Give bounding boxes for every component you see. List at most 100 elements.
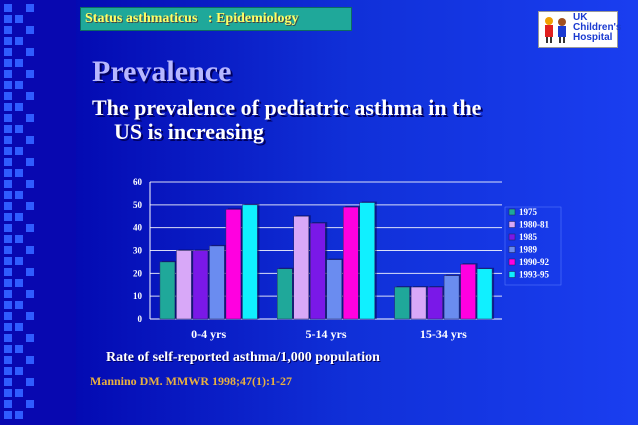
bar <box>192 250 209 320</box>
legend-swatch <box>508 271 516 278</box>
decor-square <box>26 26 34 34</box>
decor-square <box>26 114 34 122</box>
decor-square <box>4 136 12 144</box>
decor-square <box>15 411 23 419</box>
section-header: Status asthmaticus : Epidemiology <box>80 7 352 31</box>
bar <box>476 268 493 320</box>
y-tick-label: 0 <box>138 314 143 324</box>
slide-title: Prevalence <box>92 55 232 88</box>
decor-square <box>4 246 12 254</box>
decor-square <box>4 290 12 298</box>
decor-square <box>15 81 23 89</box>
legend-label: 1975 <box>519 207 538 217</box>
x-tick-label: 0-4 yrs <box>191 327 226 341</box>
decor-square <box>4 70 12 78</box>
decor-square <box>15 213 23 221</box>
subtitle-line-2: US is increasing <box>114 119 264 144</box>
decor-square <box>4 191 12 199</box>
decor-square <box>15 15 23 23</box>
decor-square <box>4 345 12 353</box>
decor-square <box>4 400 12 408</box>
decor-square <box>4 125 12 133</box>
legend-swatch <box>508 233 516 241</box>
decor-square <box>15 103 23 111</box>
decor-square <box>26 4 34 12</box>
bar <box>159 261 176 320</box>
subtitle-line-1: The prevalence of pediatric asthma in th… <box>92 95 482 120</box>
y-tick-label: 40 <box>133 223 143 233</box>
decor-square <box>26 290 34 298</box>
decor-square <box>4 92 12 100</box>
decor-square <box>4 103 12 111</box>
decor-square <box>4 4 12 12</box>
decor-square <box>15 279 23 287</box>
hospital-logo: UK Children's Hospital <box>538 11 622 48</box>
chart-caption: Rate of self-reported asthma/1,000 popul… <box>106 350 380 365</box>
y-tick-label: 50 <box>133 200 143 210</box>
decor-square <box>4 15 12 23</box>
legend-label: 1993-95 <box>519 270 549 280</box>
decor-square <box>26 202 34 210</box>
decor-square <box>15 191 23 199</box>
legend-box <box>504 206 562 286</box>
bar <box>310 222 326 320</box>
decor-square <box>4 48 12 56</box>
decor-square <box>26 356 34 364</box>
decor-square <box>4 367 12 375</box>
decor-square <box>4 180 12 188</box>
y-tick-label: 30 <box>133 246 143 256</box>
decor-square <box>26 158 34 166</box>
decor-square <box>4 268 12 276</box>
decor-square <box>4 235 12 243</box>
logo-line-3: Hospital <box>573 32 613 43</box>
decor-square <box>15 367 23 375</box>
decor-square <box>4 301 12 309</box>
bar <box>209 245 225 320</box>
decor-square <box>4 334 12 342</box>
bar <box>277 268 293 320</box>
decor-square <box>15 345 23 353</box>
logo-text: UK Children's Hospital <box>573 13 622 43</box>
decor-square <box>15 147 23 155</box>
decor-square <box>15 257 23 265</box>
decor-square <box>26 400 34 408</box>
decor-square <box>4 81 12 89</box>
bar <box>427 286 443 320</box>
legend-swatch <box>508 258 516 266</box>
legend-label: 1985 <box>519 232 538 242</box>
logo-line-1: UK <box>573 12 588 23</box>
decor-square <box>26 312 34 320</box>
decor-square <box>15 37 23 45</box>
bar <box>176 250 192 320</box>
decor-square <box>15 301 23 309</box>
slide-subtitle: The prevalence of pediatric asthma in th… <box>92 96 562 144</box>
legend-swatch <box>508 221 516 228</box>
legend-label: 1989 <box>519 245 538 255</box>
decor-square <box>15 125 23 133</box>
side-decoration <box>0 0 76 425</box>
decor-square <box>4 59 12 67</box>
x-tick-label: 5-14 yrs <box>306 327 347 341</box>
legend-swatch <box>508 246 516 253</box>
decor-square <box>4 378 12 386</box>
decor-square <box>26 268 34 276</box>
bar <box>359 202 375 320</box>
decor-square <box>15 169 23 177</box>
decor-square <box>15 323 23 331</box>
legend-label: 1980-81 <box>519 220 549 230</box>
decor-square <box>4 224 12 232</box>
decor-square <box>26 136 34 144</box>
bar <box>460 263 476 320</box>
x-tick-label: 15-34 yrs <box>420 327 467 341</box>
decor-square <box>4 169 12 177</box>
decor-square <box>4 37 12 45</box>
bar <box>293 216 309 320</box>
decor-square <box>26 70 34 78</box>
decor-square <box>4 257 12 265</box>
decor-square <box>26 378 34 386</box>
citation: Mannino DM. MMWR 1998;47(1):1-27 <box>90 374 292 388</box>
bar <box>242 204 258 320</box>
decor-square <box>26 180 34 188</box>
decor-square <box>4 147 12 155</box>
